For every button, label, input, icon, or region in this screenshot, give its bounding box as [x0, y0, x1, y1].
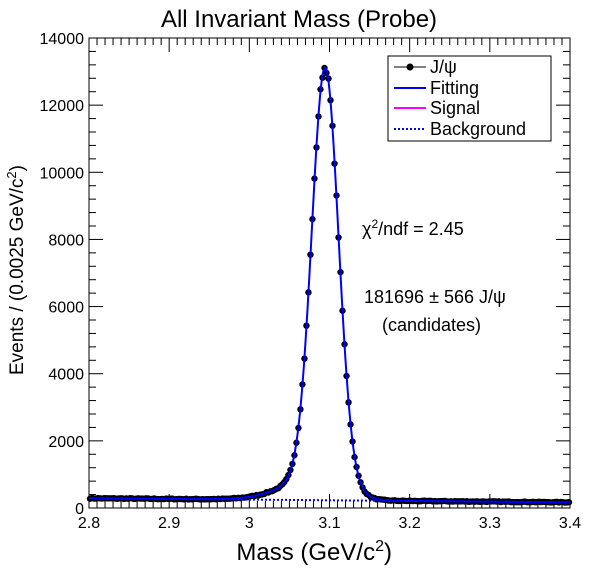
legend-box	[387, 55, 552, 142]
total-fit-line	[88, 66, 570, 504]
x-tick-label: 3.3	[479, 515, 501, 532]
legend-background-label: Background	[430, 119, 526, 139]
legend: J/ψ Fitting Signal Background	[387, 55, 552, 142]
y-tick-label: 6000	[48, 300, 84, 317]
axes: 2.8 2.9 3 3.1 3.2 3.3 3.4 0 2000 4000 6000 8000 1000…	[40, 31, 582, 532]
y-tick-label: 14000	[40, 31, 85, 48]
x-tick-label: 3.4	[559, 515, 581, 532]
x-tick-label: 3	[245, 515, 254, 532]
legend-jpsi-label: J/ψ	[430, 57, 457, 77]
y-axis-label: Events / (0.0025 GeV/c2)	[4, 165, 28, 375]
y-tick-label: 10000	[40, 165, 85, 182]
yield-annotation: 181696 ± 566 J/ψ	[364, 287, 506, 307]
legend-signal-label: Signal	[430, 98, 480, 118]
x-axis-label: Mass (GeV/c2)	[236, 538, 392, 566]
fit-lines	[88, 66, 570, 504]
legend-jpsi-marker	[406, 63, 414, 71]
x-tick-label: 3.1	[318, 515, 340, 532]
x-tick-label: 3.2	[399, 515, 421, 532]
x-tick-label: 2.8	[78, 515, 100, 532]
legend-fitting-label: Fitting	[430, 78, 479, 98]
y-tick-label: 8000	[48, 232, 84, 249]
chi2-annotation: χ2/ndf = 2.45	[362, 217, 464, 239]
y-tick-label: 12000	[40, 98, 85, 115]
x-tick-label: 2.9	[158, 515, 180, 532]
y-tick-label: 0	[75, 501, 84, 518]
chart-title: All Invariant Mass (Probe)	[161, 6, 437, 33]
y-tick-label: 4000	[48, 367, 84, 384]
candidates-annotation: (candidates)	[382, 315, 481, 335]
y-tick-label: 2000	[48, 434, 84, 451]
